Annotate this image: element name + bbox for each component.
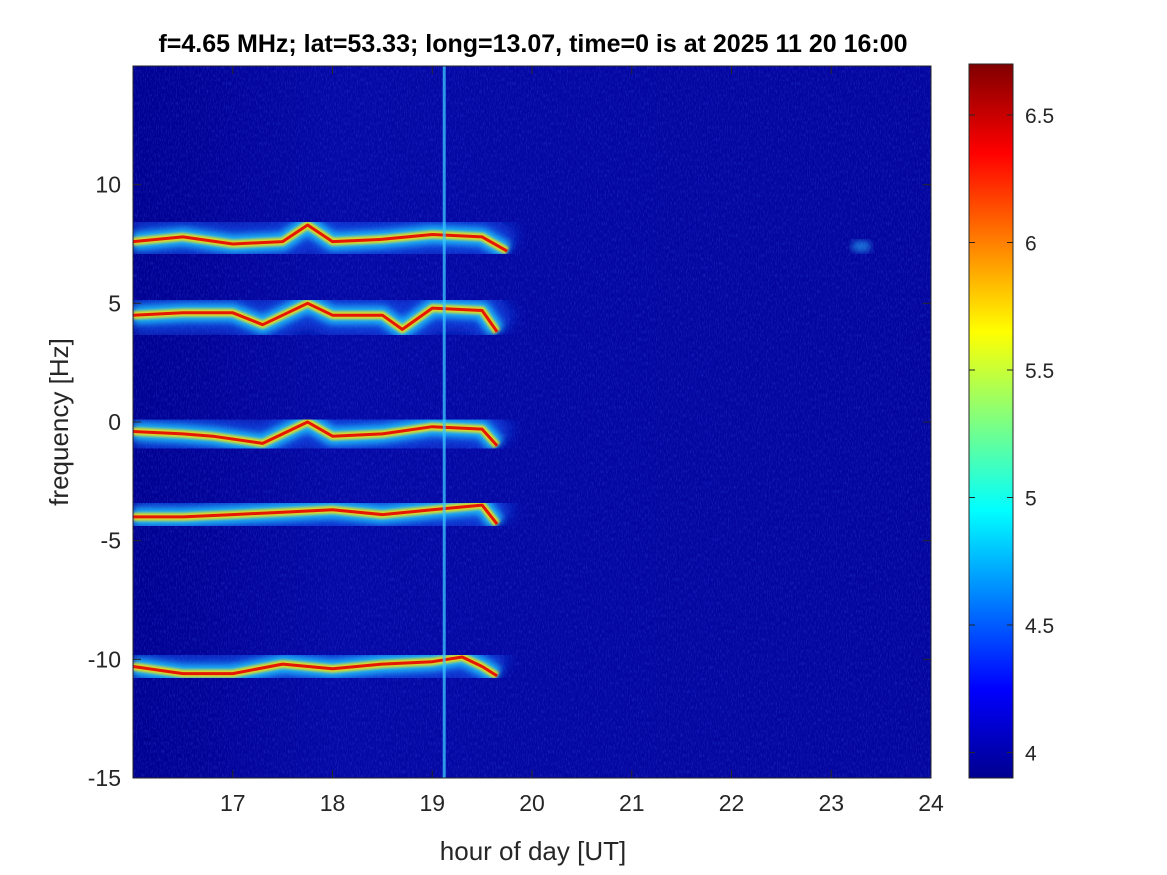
spectrogram-image — [133, 66, 931, 778]
y-tick-label: -5 — [101, 528, 121, 554]
x-axis: 17 18 19 20 21 22 23 24 — [220, 66, 944, 816]
x-tick-label: 23 — [818, 790, 844, 816]
colorbar-tick-label: 4 — [1025, 743, 1037, 766]
plot-area: 17 18 19 20 21 22 23 24 -15 -10 -5 0 5 10 — [88, 65, 944, 816]
band-5 — [133, 635, 552, 696]
band-4-core — [133, 503, 499, 526]
y-tick-label: 0 — [108, 409, 121, 435]
x-axis-label: hour of day [UT] — [440, 836, 626, 866]
band-2-core — [133, 301, 499, 333]
colorbar: 4 4.5 5 5.5 6 6.5 — [968, 63, 1054, 779]
y-tick-label: -10 — [88, 646, 121, 672]
colorbar-tick-label: 5 — [1025, 488, 1037, 511]
y-tick-label: 5 — [108, 290, 121, 316]
x-tick-label: 22 — [719, 790, 745, 816]
band-2 — [133, 281, 542, 352]
y-axis: -15 -10 -5 0 5 10 — [88, 172, 931, 791]
x-tick-label: 21 — [619, 790, 645, 816]
chart-title: f=4.65 MHz; lat=53.33; long=13.07, time=… — [158, 30, 907, 58]
late-feature — [851, 240, 872, 253]
colorbar-tick-label: 5.5 — [1025, 360, 1054, 383]
x-tick-label: 18 — [320, 790, 346, 816]
x-tick-label: 24 — [918, 790, 944, 816]
y-axis-label: frequency [Hz] — [44, 338, 74, 506]
x-tick-label: 19 — [419, 790, 445, 816]
colorbar-gradient — [968, 63, 1014, 779]
band-5-core — [133, 655, 498, 678]
band-3-core — [133, 420, 499, 447]
x-tick-label: 20 — [519, 790, 545, 816]
band-1-core — [133, 223, 508, 253]
y-tick-label: 10 — [95, 172, 121, 198]
colorbar-tick-label: 6 — [1025, 233, 1037, 256]
y-tick-label: -15 — [88, 765, 121, 791]
colorbar-tick-label: 4.5 — [1025, 615, 1054, 638]
band-4 — [133, 483, 515, 539]
band-1 — [133, 203, 732, 271]
colorbar-tick-label: 6.5 — [1025, 105, 1054, 128]
x-tick-label: 17 — [220, 790, 246, 816]
band-3 — [133, 400, 514, 466]
